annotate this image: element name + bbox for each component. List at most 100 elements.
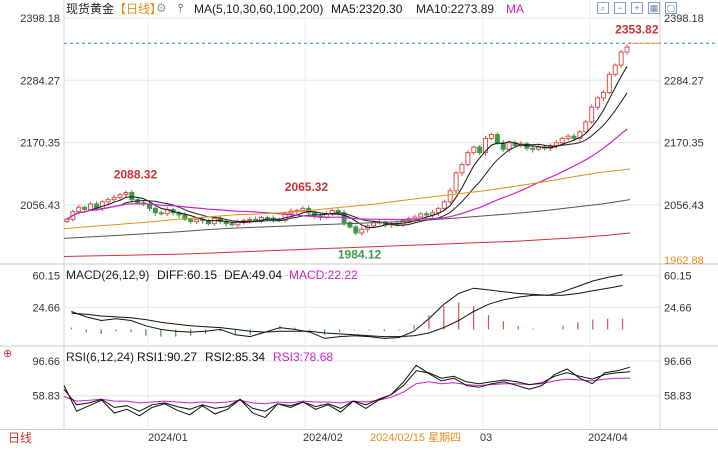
crosshair-icon[interactable]: ⊕ [3,348,13,360]
plus-icon[interactable]: + [631,2,643,14]
candle-body [64,218,70,222]
price-annotation: 2353.82 [615,22,659,36]
macd-dea: DEA:49.04 [224,268,283,282]
period-label[interactable]: 【日线】 [114,2,163,16]
instrument-name: 现货黄金 [66,2,115,16]
price-tick-label: 2170.35 [20,138,60,150]
right-price-tick-label: 2170.35 [664,138,704,150]
candle-body [353,226,359,234]
candle-body [76,206,82,213]
price-annotation: 2088.32 [114,167,158,181]
candle-body [459,164,465,174]
candle-body [158,212,164,215]
candle-body [229,223,235,226]
ma30-line [66,128,628,221]
candle-body [424,213,430,216]
candle-body [559,137,565,144]
candle-body [111,196,117,201]
macd-spec: MACD(26,12,9) [66,268,150,282]
ma-spec: MA(5,10,30,60,100,200) [194,2,324,16]
macd-right-tick-label: 24.66 [664,302,692,314]
rsi1-line [63,364,631,419]
candle-body [447,190,453,203]
candle-body [117,194,123,198]
ma60-line [63,168,631,230]
candle-body [506,142,512,150]
candle-body [618,51,624,66]
rsi-right-tick-label: 58.83 [664,391,692,403]
rsi2-line [63,370,631,412]
candle-body [418,213,424,218]
candle-body [500,142,506,150]
candle-body [105,199,111,203]
ma5-value: MA5:2320.30 [331,2,403,16]
bottom-period-label[interactable]: 日线 [8,431,33,445]
candle-body [624,46,630,53]
candle-body [412,216,418,220]
candle-body [612,64,618,75]
candle-body [359,228,365,234]
rsi-right-tick-label: 96.66 [664,356,692,368]
macd-right-tick-label: 60.15 [664,270,692,282]
macd-value: MACD:22.22 [289,268,358,282]
min-price-label: 1962.88 [664,255,704,267]
candle-body [253,218,259,222]
settings-icon[interactable]: ⚙ [156,1,167,15]
candle-body [453,172,459,192]
candle-body [465,152,471,166]
candle-body [583,121,589,133]
candle-body [429,212,435,216]
candle-body [471,146,477,154]
right-price-tick-label: 2284.27 [664,75,704,87]
price-tick-label: 2398.18 [20,13,60,25]
time-axis [0,429,718,446]
price-annotation: 2065.32 [285,180,329,194]
rsi2-value: RSI2:85.34 [205,350,266,364]
right-price-tick-label: 2398.18 [664,13,704,25]
candle-body [589,106,595,123]
ma100-line [63,199,631,239]
rsi-spec: RSI(6,12,24) [66,350,135,364]
minus-icon[interactable]: − [614,2,626,14]
candle-body [488,134,494,139]
date-label-apr: 2024/04 [588,432,628,444]
rsi-tick-label: 96.66 [32,356,60,368]
candle-body [477,146,483,154]
candle-body [300,207,306,212]
macd-tick-label: 60.15 [32,270,60,282]
candle-body [435,207,441,214]
candle-body [530,147,536,150]
candle-body [571,135,577,139]
candle-body [494,134,500,144]
candle-body [577,131,583,139]
candle-body [606,73,612,93]
expand-icon[interactable]: ▢ [665,2,677,14]
candle-body [152,207,158,214]
date-label-mar: 03 [480,432,493,444]
search-icon[interactable]: ⌕ [597,2,609,14]
candle-body [188,218,194,222]
candle-body [347,222,353,228]
ma5-line [66,65,628,228]
price-tick-label: 2284.27 [20,75,60,87]
macd-tick-label: 24.66 [32,302,60,314]
candle-body [553,142,559,146]
right-price-tick-label: 2056.43 [664,200,704,212]
grid-icon[interactable]: ▦ [648,2,660,14]
candle-body [264,217,270,220]
candle-body [600,91,606,99]
rsi3-value: RSI3:78.68 [273,350,334,364]
ma-more: MA [506,2,524,16]
candle-body [182,214,188,220]
ma10-line [66,92,628,227]
macd-dea-line [71,285,623,338]
candle-body [595,97,601,108]
candle-body [99,201,105,209]
rsi-tick-label: 58.83 [32,391,60,403]
chart-type-icon[interactable]: ⫯ [178,1,184,15]
ma200-line [63,232,631,257]
macd-diff-line [71,274,623,339]
price-tick-label: 2056.43 [20,200,60,212]
date-label-feb: 2024/02 [303,432,343,444]
